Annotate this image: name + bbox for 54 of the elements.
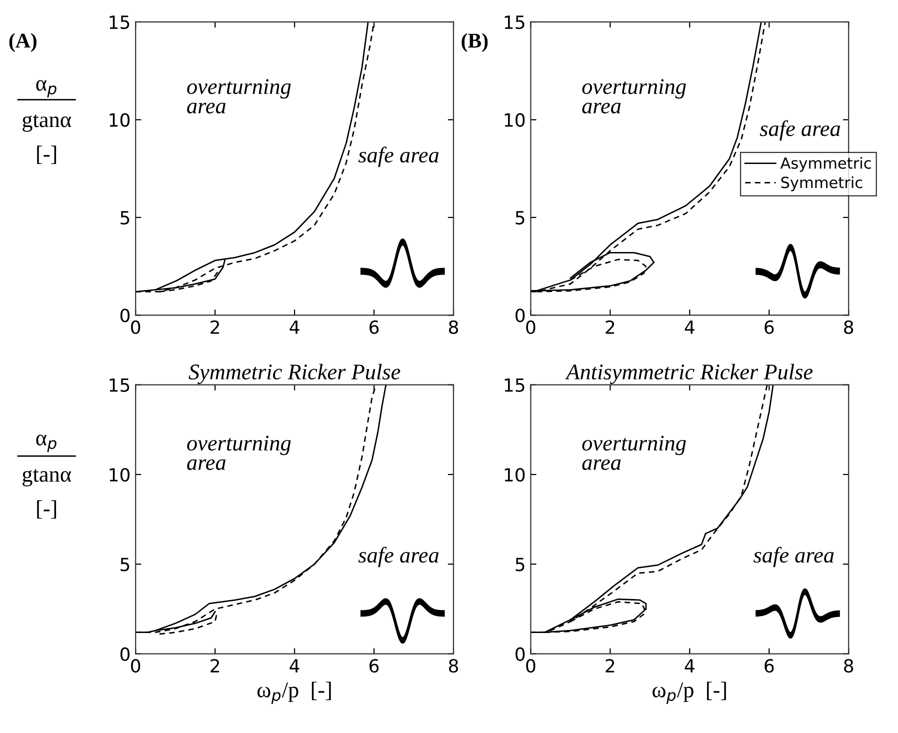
x-axis-title: ω$_{p}$/p [-] (652, 682, 726, 704)
y-tick-label: 5 (120, 558, 130, 572)
y-tick-label: 0 (516, 308, 525, 322)
annotation: overturning area (582, 79, 686, 114)
annotation: overturning area (187, 79, 291, 114)
x-tick-label: 8 (844, 659, 854, 673)
y-axis-title: α$_{p}$ gtanα [-] (22, 434, 72, 519)
y-tick-label: 0 (120, 647, 130, 661)
legend-label: Symmetric (781, 176, 862, 192)
annotation: safe area (754, 546, 834, 568)
x-tick-label: 4 (290, 659, 300, 672)
y-tick-label: 15 (504, 16, 524, 30)
legend-label: Asymmetric (780, 157, 871, 172)
x-tick-label: 8 (448, 659, 458, 673)
y-axis-title: α$_{p}$ gtanα [-] (22, 80, 72, 164)
y-tick-label: 5 (120, 211, 130, 225)
y-tick-label: 0 (516, 647, 525, 661)
x-tick-label: 2 (606, 659, 614, 672)
annotation: safe area (358, 146, 439, 168)
y-tick-label: 15 (110, 378, 130, 392)
x-tick-label: 6 (370, 320, 379, 334)
y-tick-label: 15 (110, 16, 130, 30)
y-tick-label: 10 (504, 468, 525, 482)
y-tick-label: 5 (516, 211, 524, 225)
x-tick-label: 4 (290, 320, 300, 334)
y-tick-label: 5 (516, 558, 524, 572)
annotation: overturning area (582, 436, 686, 470)
x-tick-label: 0 (131, 320, 140, 334)
y-tick-label: 10 (110, 113, 130, 127)
x-tick-label: 4 (684, 659, 694, 672)
chart-title: Symmetric Ricker Pulse (188, 364, 400, 384)
y-tick-label: 10 (504, 113, 525, 127)
x-tick-label: 6 (370, 659, 379, 673)
x-tick-label: 8 (844, 320, 854, 334)
text: (B) (462, 33, 488, 52)
annotation: safe area (358, 546, 439, 568)
x-tick-label: 0 (131, 659, 140, 673)
x-tick-label: 8 (448, 320, 458, 334)
y-tick-label: 15 (504, 378, 524, 392)
x-tick-label: 4 (684, 320, 694, 334)
text: (A) (9, 33, 36, 52)
x-tick-label: 0 (526, 320, 536, 334)
annotation: overturning area (187, 436, 291, 470)
x-tick-label: 2 (606, 320, 614, 334)
x-tick-label: 0 (526, 659, 536, 673)
x-axis-title: ω$_{p}$/p [-] (257, 682, 331, 704)
x-tick-label: 2 (210, 659, 220, 672)
x-tick-label: 6 (764, 659, 774, 673)
x-tick-label: 2 (210, 320, 220, 334)
y-tick-label: 0 (120, 308, 130, 322)
y-tick-label: 10 (110, 468, 130, 482)
chart-title: Antisymmetric Ricker Pulse (565, 364, 813, 384)
annotation: safe area (760, 120, 840, 141)
x-tick-label: 6 (764, 320, 774, 334)
